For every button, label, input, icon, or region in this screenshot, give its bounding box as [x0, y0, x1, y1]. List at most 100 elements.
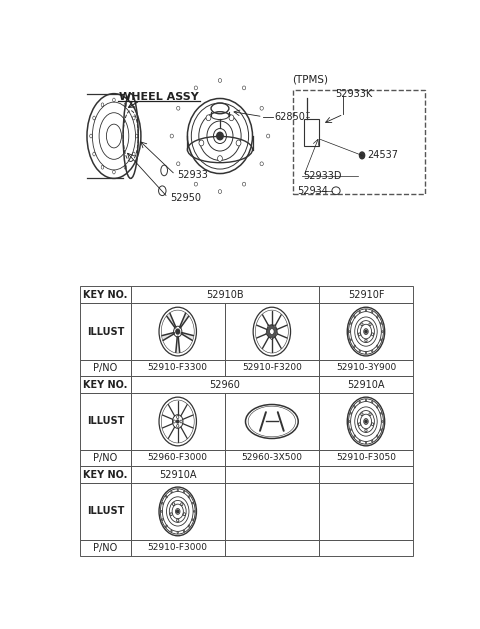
- Polygon shape: [167, 313, 176, 328]
- Circle shape: [372, 333, 373, 336]
- Circle shape: [360, 152, 365, 159]
- Text: (TPMS): (TPMS): [292, 74, 328, 84]
- Circle shape: [376, 407, 377, 408]
- Text: 52910F: 52910F: [348, 290, 384, 299]
- Bar: [131, 540, 225, 556]
- Text: 52910A: 52910A: [347, 380, 385, 389]
- Circle shape: [266, 325, 277, 338]
- Polygon shape: [176, 337, 180, 352]
- Bar: [225, 393, 319, 450]
- Ellipse shape: [206, 115, 211, 121]
- Circle shape: [358, 423, 360, 426]
- Text: 52910-3Y900: 52910-3Y900: [336, 364, 396, 372]
- Circle shape: [358, 333, 360, 336]
- Text: 52910-F3200: 52910-F3200: [242, 364, 302, 372]
- Text: 52910-F3300: 52910-F3300: [148, 364, 208, 372]
- Circle shape: [177, 510, 179, 513]
- Circle shape: [176, 329, 180, 334]
- Polygon shape: [180, 313, 189, 328]
- Circle shape: [268, 325, 270, 327]
- Circle shape: [355, 345, 356, 347]
- Text: 52960: 52960: [209, 380, 240, 389]
- Circle shape: [355, 435, 356, 437]
- Ellipse shape: [217, 155, 222, 162]
- Circle shape: [376, 317, 377, 318]
- Text: 62850: 62850: [274, 112, 305, 121]
- Circle shape: [361, 413, 363, 416]
- Bar: [81, 393, 131, 450]
- Circle shape: [177, 519, 179, 522]
- Bar: [319, 286, 413, 303]
- Text: KEY NO.: KEY NO.: [84, 290, 128, 299]
- Bar: [225, 303, 319, 360]
- Bar: [319, 483, 413, 540]
- Circle shape: [361, 323, 363, 326]
- Circle shape: [376, 435, 377, 437]
- Circle shape: [365, 429, 367, 432]
- Circle shape: [180, 420, 182, 423]
- Polygon shape: [181, 333, 193, 340]
- Bar: [131, 393, 225, 450]
- Text: 52933: 52933: [177, 170, 208, 180]
- Text: 52934: 52934: [297, 186, 328, 196]
- Bar: [319, 540, 413, 556]
- Bar: [81, 376, 131, 393]
- Circle shape: [376, 345, 377, 347]
- Text: KEY NO.: KEY NO.: [84, 470, 128, 479]
- Circle shape: [369, 413, 371, 416]
- Circle shape: [177, 425, 179, 427]
- Bar: [131, 483, 225, 540]
- Bar: [131, 376, 319, 393]
- Text: 52950: 52950: [170, 192, 201, 203]
- Bar: [225, 450, 319, 466]
- Bar: [81, 303, 131, 360]
- Text: 52960-F3000: 52960-F3000: [148, 454, 208, 462]
- Circle shape: [365, 339, 367, 342]
- Circle shape: [173, 332, 175, 334]
- Bar: [225, 540, 319, 556]
- Ellipse shape: [216, 132, 223, 140]
- Text: 52933D: 52933D: [304, 171, 342, 181]
- Text: 52910-F3000: 52910-F3000: [148, 543, 208, 552]
- Circle shape: [170, 513, 172, 516]
- Bar: [225, 466, 319, 483]
- Text: 52933K: 52933K: [335, 89, 372, 99]
- Circle shape: [181, 332, 182, 334]
- Circle shape: [271, 337, 273, 340]
- Text: P/NO: P/NO: [94, 363, 118, 373]
- Circle shape: [355, 407, 356, 408]
- Text: 52910B: 52910B: [206, 290, 244, 299]
- Bar: [81, 466, 131, 483]
- Circle shape: [365, 330, 367, 333]
- Circle shape: [173, 420, 176, 423]
- Bar: [131, 360, 225, 376]
- Text: ILLUST: ILLUST: [87, 326, 124, 337]
- Circle shape: [172, 503, 175, 506]
- Circle shape: [167, 497, 168, 498]
- Bar: [131, 303, 225, 360]
- Circle shape: [270, 328, 274, 335]
- Circle shape: [274, 325, 276, 327]
- Bar: [304, 119, 319, 146]
- Text: KEY NO.: KEY NO.: [84, 380, 128, 389]
- Circle shape: [183, 513, 185, 516]
- Bar: [319, 376, 413, 393]
- Bar: [319, 450, 413, 466]
- Text: ILLUST: ILLUST: [87, 416, 124, 426]
- Circle shape: [188, 497, 189, 498]
- Text: 52960-3X500: 52960-3X500: [241, 454, 302, 462]
- Circle shape: [276, 333, 278, 335]
- Circle shape: [177, 420, 179, 423]
- Circle shape: [188, 525, 189, 526]
- Bar: [81, 540, 131, 556]
- Bar: [319, 466, 413, 483]
- Text: 52910A: 52910A: [159, 470, 196, 479]
- Circle shape: [175, 326, 176, 328]
- Text: P/NO: P/NO: [94, 543, 118, 553]
- Bar: [81, 483, 131, 540]
- Circle shape: [167, 525, 168, 526]
- Ellipse shape: [229, 115, 234, 121]
- Text: ILLUST: ILLUST: [87, 506, 124, 516]
- Bar: [81, 450, 131, 466]
- Text: 52910-F3050: 52910-F3050: [336, 454, 396, 462]
